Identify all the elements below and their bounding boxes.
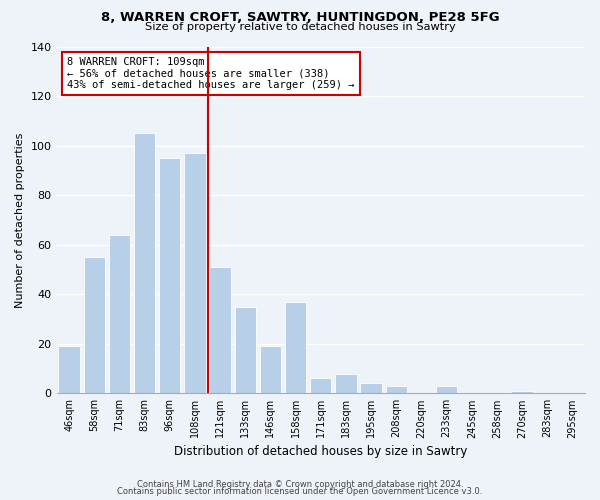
Y-axis label: Number of detached properties: Number of detached properties [15, 132, 25, 308]
Bar [511, 391, 533, 394]
Bar [386, 386, 407, 394]
Text: 8, WARREN CROFT, SAWTRY, HUNTINGDON, PE28 5FG: 8, WARREN CROFT, SAWTRY, HUNTINGDON, PE2… [101, 11, 499, 24]
Bar [134, 133, 155, 394]
Bar [109, 235, 130, 394]
Bar [361, 384, 382, 394]
Bar [436, 386, 457, 394]
Text: 8 WARREN CROFT: 109sqm
← 56% of detached houses are smaller (338)
43% of semi-de: 8 WARREN CROFT: 109sqm ← 56% of detached… [67, 57, 355, 90]
Bar [184, 153, 206, 394]
Bar [310, 378, 331, 394]
Text: Contains HM Land Registry data © Crown copyright and database right 2024.: Contains HM Land Registry data © Crown c… [137, 480, 463, 489]
Text: Size of property relative to detached houses in Sawtry: Size of property relative to detached ho… [145, 22, 455, 32]
Bar [58, 346, 80, 394]
Bar [285, 302, 307, 394]
Bar [260, 346, 281, 394]
Bar [235, 306, 256, 394]
Bar [209, 267, 231, 394]
Bar [335, 374, 356, 394]
X-axis label: Distribution of detached houses by size in Sawtry: Distribution of detached houses by size … [174, 444, 467, 458]
Bar [159, 158, 181, 394]
Bar [83, 257, 105, 394]
Text: Contains public sector information licensed under the Open Government Licence v3: Contains public sector information licen… [118, 487, 482, 496]
